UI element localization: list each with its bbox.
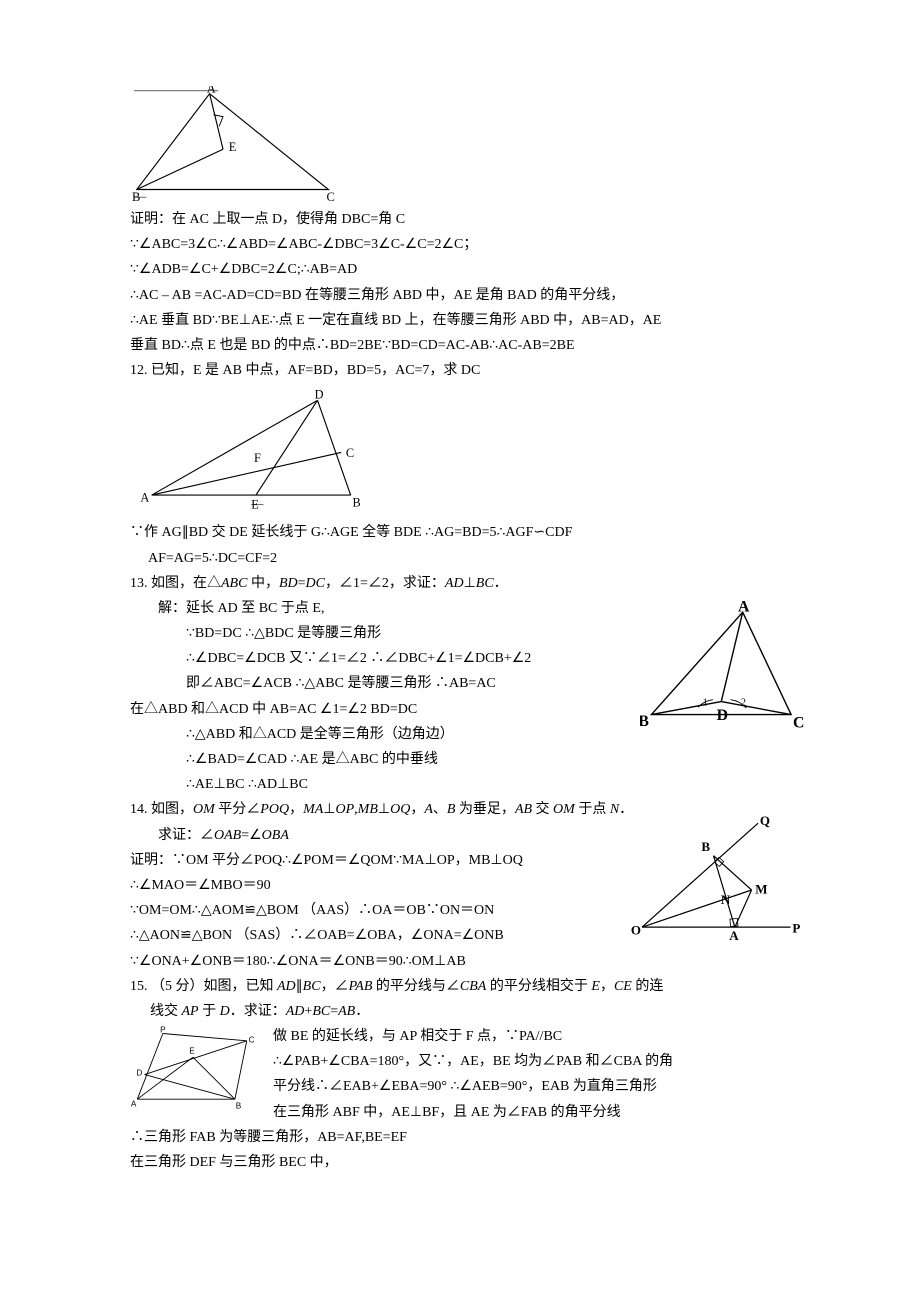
figure-p13: A B C D 1 2 (640, 601, 810, 736)
p14-l6: ∵∠ONA+∠ONB＝180∴∠ONA＝∠ONB＝90∴OM⊥AB (130, 949, 790, 974)
svg-text:B: B (236, 1101, 242, 1110)
svg-text:B: B (701, 839, 710, 854)
p12-l2: AF=AG=5∴DC=CF=2 (130, 546, 790, 571)
svg-text:C: C (327, 190, 335, 201)
svg-text:B: B (132, 190, 140, 201)
p12-title: 12. 已知，E 是 AB 中点，AF=BD，BD=5，AC=7，求 DC (130, 358, 790, 383)
svg-text:C: C (793, 714, 804, 731)
figure-p14: O P Q A B M N (630, 812, 810, 942)
p12-l1: ∵作 AG∥BD 交 DE 延长线于 G∴AGE 全等 BDE ∴AG=BD=5… (130, 520, 790, 545)
svg-text:N: N (721, 892, 731, 907)
p13-l8: ∴AE⊥BC ∴AD⊥BC (130, 772, 790, 797)
svg-text:M: M (755, 882, 767, 897)
svg-text:C: C (346, 446, 354, 460)
svg-text:D: D (717, 707, 728, 724)
svg-text:A: A (140, 491, 149, 505)
svg-text:P: P (160, 1026, 166, 1035)
p11-l3: ∵∠ADB=∠C+∠DBC=2∠C;∴AB=AD (130, 257, 790, 282)
p11-l4: ∴AC – AB =AC-AD=CD=BD 在等腰三角形 ABD 中，AE 是角… (130, 283, 790, 308)
svg-text:A: A (131, 1100, 137, 1109)
svg-text:B: B (640, 712, 649, 729)
svg-text:B: B (353, 496, 361, 510)
p15-l7: 在三角形 DEF 与三角形 BEC 中， (130, 1150, 790, 1175)
svg-text:C: C (249, 1036, 255, 1045)
p15-l5: 在三角形 ABF 中，AE⊥BF，且 AE 为∠FAB 的角平分线 (273, 1100, 790, 1125)
svg-text:D: D (315, 389, 324, 401)
svg-text:A: A (729, 929, 739, 943)
figure-p15: A B P C D E (130, 1026, 265, 1114)
svg-text:F: F (254, 451, 261, 465)
svg-text:P: P (792, 921, 800, 936)
svg-text:E: E (229, 140, 237, 154)
svg-text:D: D (136, 1069, 142, 1078)
svg-text:O: O (631, 923, 641, 938)
p15-l2: 做 BE 的延长线，与 AP 相交于 F 点，∵PA//BC (273, 1024, 790, 1049)
p11-l1: 证明：在 AC 上取一点 D，使得角 DBC=角 C (130, 207, 790, 232)
svg-text:Q: Q (760, 813, 770, 828)
figure-triangle-abc-e: A B C E (130, 86, 790, 201)
p15-title: 15. （5 分）如图，已知 AD∥BC，∠PAB 的平分线与∠CBA 的平分线… (130, 974, 790, 999)
p13-title: 13. 如图，在△ABC 中，BD=DC，∠1=∠2，求证：AD⊥BC． (130, 571, 790, 596)
svg-text:A: A (738, 601, 750, 615)
p15-l1: 线交 AP 于 D．求证：AD+BC=AB． (130, 999, 790, 1024)
svg-text:E: E (189, 1047, 195, 1056)
p15-l6: ∴三角形 FAB 为等腰三角形，AB=AF,BE=EF (130, 1125, 790, 1150)
figure-p12: A B E D C F (140, 389, 790, 514)
p11-l6: 垂直 BD∴点 E 也是 BD 的中点∴BD=2BE∵BD=CD=AC-AB∴A… (130, 333, 790, 358)
p11-l5: ∴AE 垂直 BD∵BE⊥AE∴点 E 一定在直线 BD 上，在等腰三角形 AB… (130, 308, 790, 333)
p15-l4: 平分线∴∠EAB+∠EBA=90° ∴∠AEB=90°，EAB 为直角三角形 (273, 1074, 790, 1099)
p11-l2: ∵∠ABC=3∠C∴∠ABD=∠ABC-∠DBC=3∠C-∠C=2∠C； (130, 232, 790, 257)
p13-l7: ∴∠BAD=∠CAD ∴AE 是△ABC 的中垂线 (130, 747, 790, 772)
p15-l3: ∴∠PAB+∠CBA=180°，又∵，AE，BE 均为∠PAB 和∠CBA 的角 (273, 1049, 790, 1074)
